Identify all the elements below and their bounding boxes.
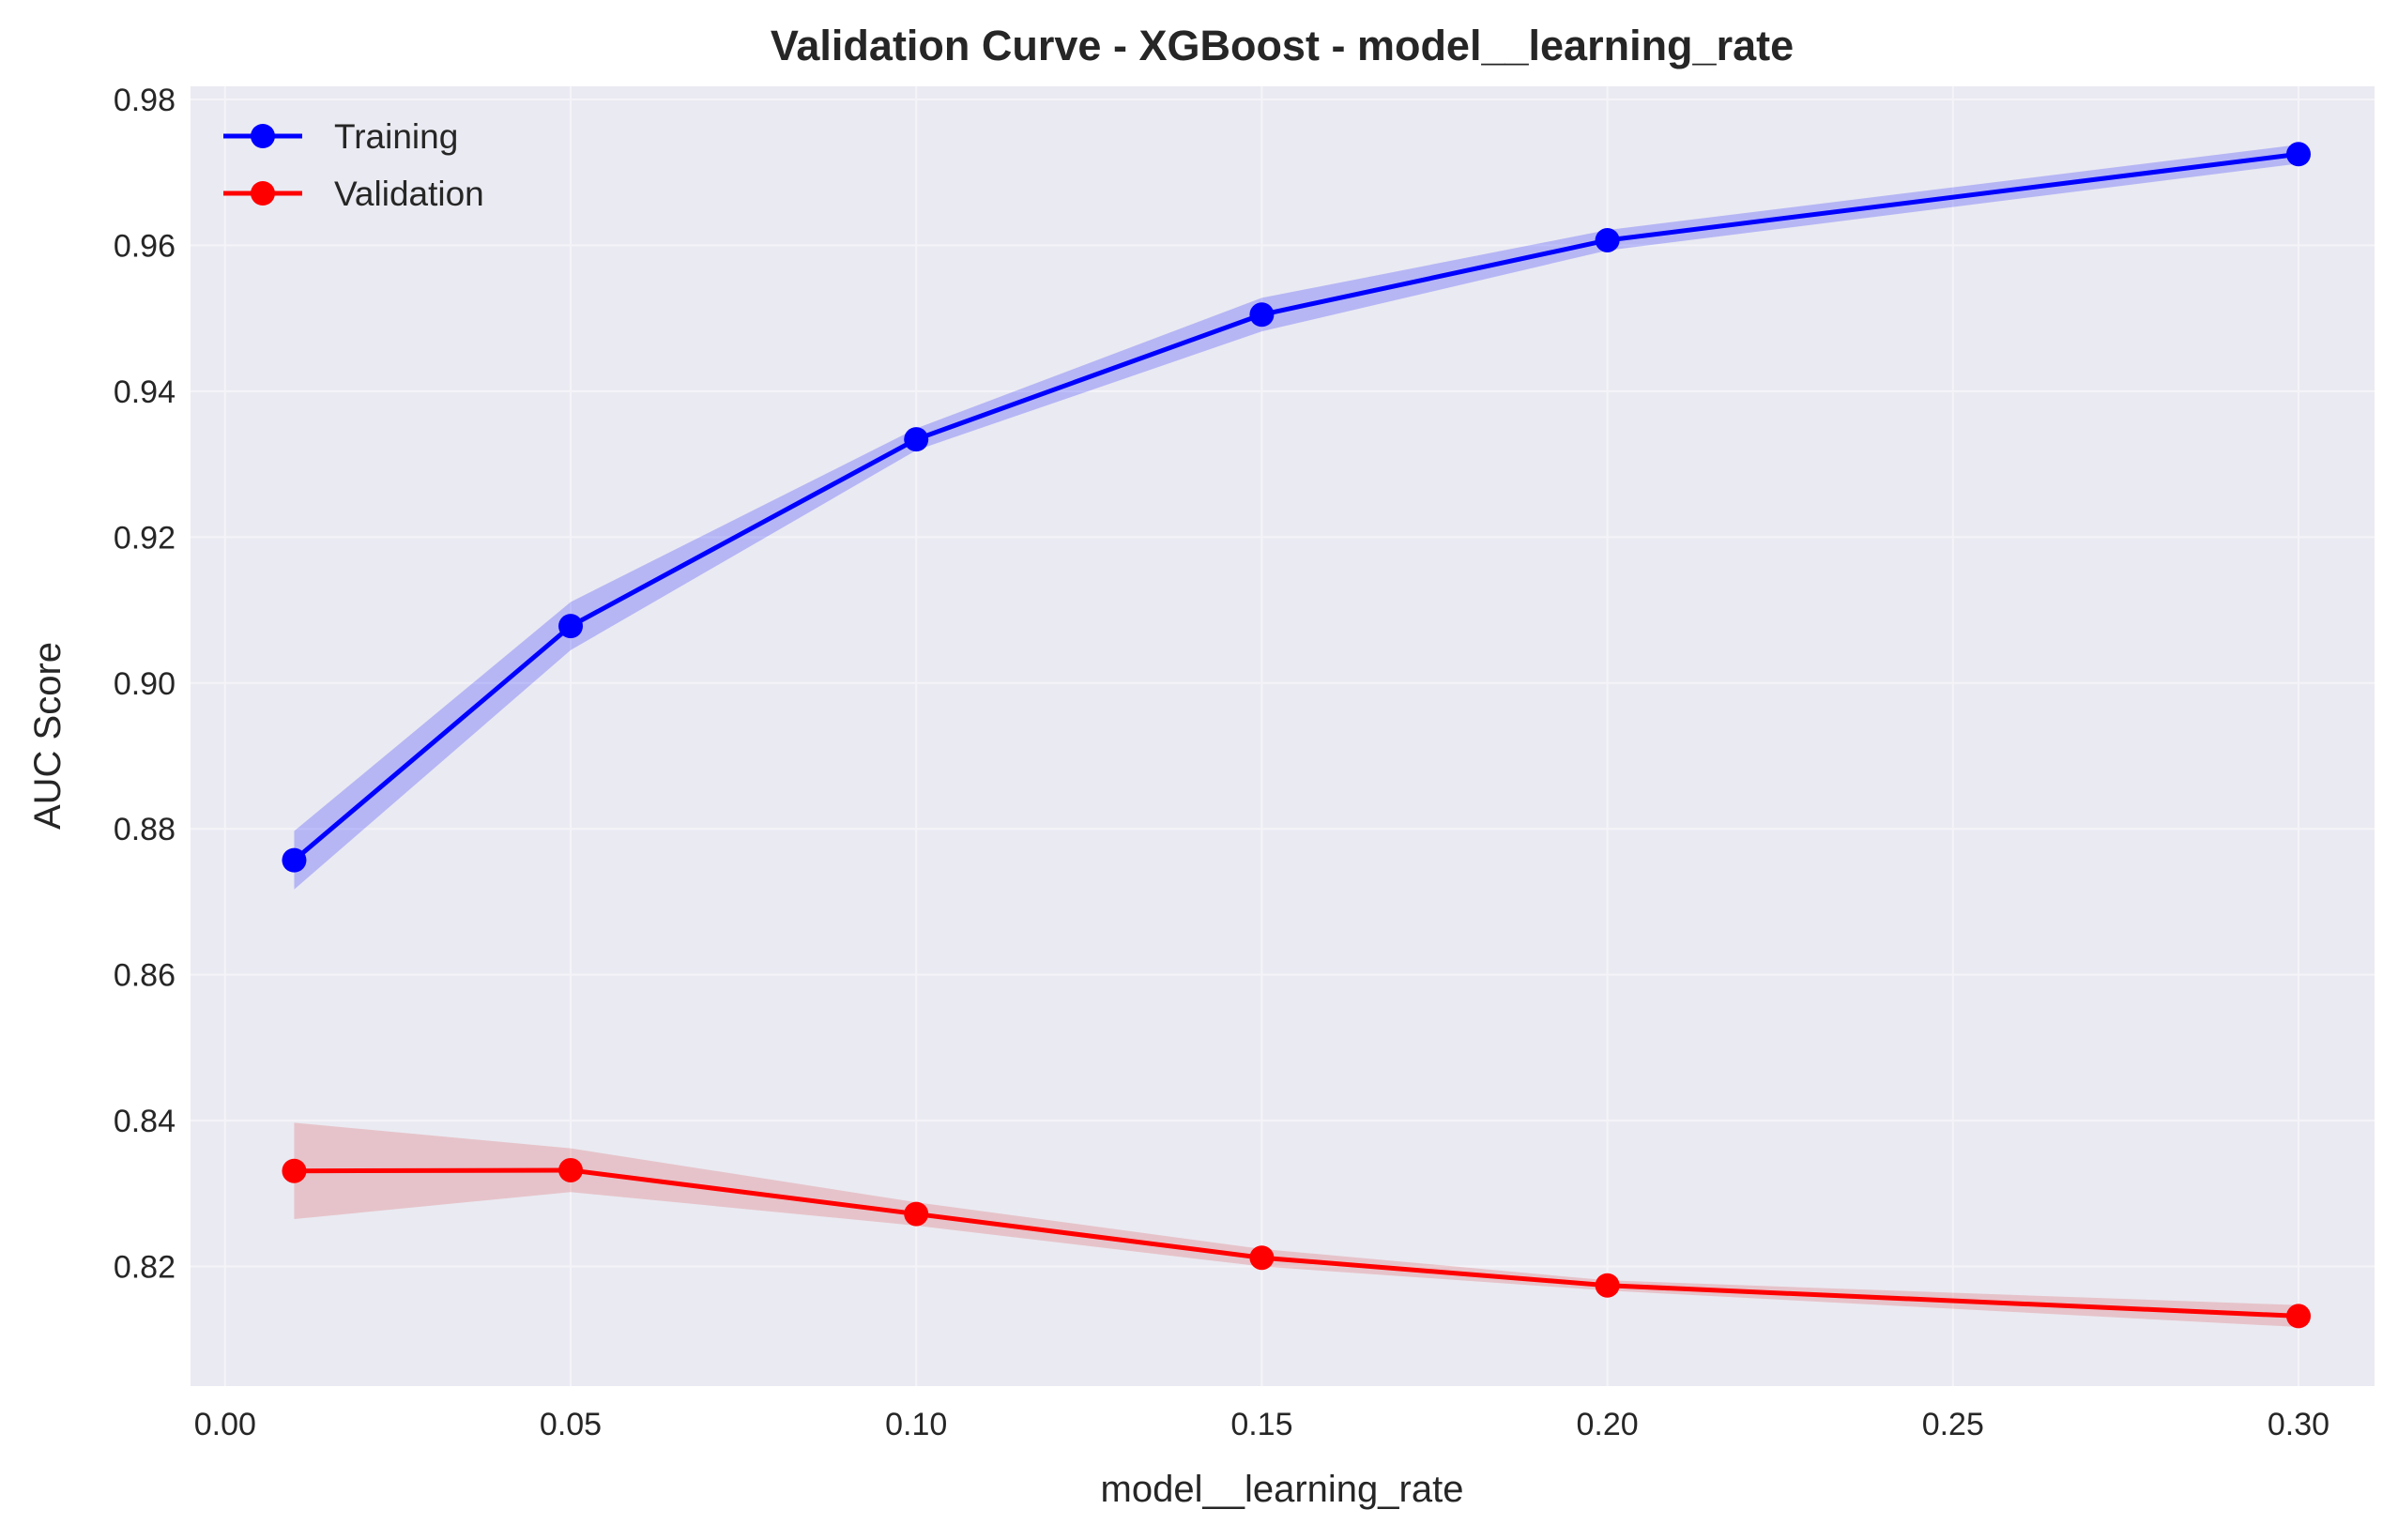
- series-lines: [282, 142, 2311, 1329]
- y-tick-label: 0.94: [114, 374, 176, 410]
- legend-marker-validation: [251, 181, 275, 206]
- legend-label-validation: Validation: [334, 175, 484, 213]
- y-tick-label: 0.82: [114, 1250, 176, 1286]
- y-tick-label: 0.86: [114, 958, 176, 994]
- data-point-validation: [904, 1201, 929, 1227]
- x-tick-label: 0.25: [1922, 1407, 1984, 1442]
- grid-lines: [191, 86, 2375, 1386]
- x-tick-label: 0.30: [2268, 1407, 2329, 1442]
- y-tick-label: 0.92: [114, 520, 176, 556]
- legend-label-training: Training: [334, 117, 458, 156]
- series-line-training: [292, 151, 2299, 862]
- x-tick-label: 0.05: [540, 1407, 602, 1442]
- chart-title: Validation Curve - XGBoost - model__lear…: [771, 22, 1794, 69]
- data-point-validation: [2285, 1304, 2311, 1329]
- data-point-validation: [282, 1158, 307, 1183]
- data-point-training: [1595, 227, 1620, 252]
- data-point-validation: [558, 1157, 584, 1182]
- y-tick-label: 0.96: [114, 228, 176, 264]
- data-point-training: [1249, 302, 1275, 328]
- x-tick-label: 0.10: [885, 1407, 947, 1442]
- series-line-validation: [294, 1167, 2299, 1319]
- x-tick-label: 0.15: [1230, 1407, 1292, 1442]
- axis-ticks: 0.00 0.05 0.10 0.15 0.20 0.25 0.30 0.82 0.84 0.86…: [114, 83, 2329, 1442]
- data-point-training: [558, 614, 584, 639]
- y-tick-label: 0.98: [114, 83, 176, 118]
- y-tick-label: 0.90: [114, 666, 176, 702]
- legend: Training Validation: [223, 117, 484, 213]
- legend-marker-training: [251, 124, 275, 148]
- data-point-validation: [1249, 1245, 1275, 1271]
- y-tick-label: 0.84: [114, 1104, 176, 1139]
- y-tick-label: 0.88: [114, 812, 176, 847]
- legend-item-validation: Validation: [223, 175, 484, 213]
- x-tick-label: 0.00: [194, 1407, 256, 1442]
- legend-item-training: Training: [223, 117, 458, 156]
- data-point-validation: [1595, 1273, 1620, 1298]
- x-tick-label: 0.20: [1577, 1407, 1639, 1442]
- data-point-training: [282, 847, 307, 873]
- x-axis-label: model__learning_rate: [1101, 1469, 1464, 1510]
- data-point-training: [2285, 142, 2311, 167]
- data-point-training: [904, 427, 929, 452]
- confidence-band-training: [294, 145, 2299, 890]
- y-axis-label: AUC Score: [27, 642, 69, 830]
